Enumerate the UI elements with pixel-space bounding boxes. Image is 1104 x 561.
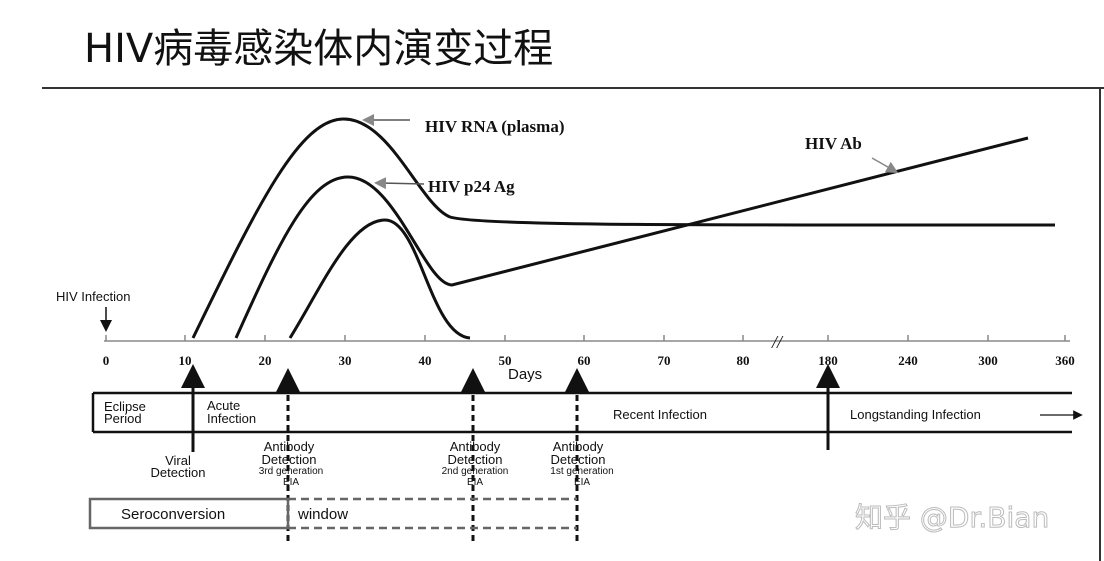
ab2-detection-label: Antibody Detection 2nd generation EIA [442, 439, 509, 488]
x-tick-label: 0 [103, 353, 110, 368]
p24-label: HIV p24 Ag [428, 177, 515, 196]
acute-infection-label: Acute Infection [207, 398, 256, 426]
p24-label-arrow [374, 177, 425, 190]
seroconversion-label: Seroconversion [121, 506, 225, 523]
seroconversion-box [88, 497, 290, 530]
x-tick-label: 360 [1055, 353, 1075, 368]
window-label: window [297, 506, 348, 523]
watermark: 知乎 @Dr.Bian [855, 501, 1049, 534]
axis-break-icon: // [771, 332, 784, 352]
x-axis-ticks: 0 10 20 30 40 50 60 70 80 180 240 300 360 [103, 335, 1075, 368]
eclipse-period-label: Eclipse Period [104, 399, 146, 426]
x-tick-label: 50 [499, 353, 512, 368]
page-title: HIV病毒感染体内演变过程 [84, 26, 553, 72]
x-tick-label: 40 [419, 353, 432, 368]
rna-curve [191, 117, 1056, 339]
ab3-detection-label: Antibody Detection 3rd generation EIA [259, 439, 324, 488]
x-tick-label: 20 [259, 353, 272, 368]
x-tick-label: 60 [578, 353, 591, 368]
ab1-detection-label: Antibody Detection 1st generation EIA [550, 439, 613, 488]
x-tick-label: 10 [179, 353, 192, 368]
viral-detection-label: Viral Detection [151, 453, 206, 480]
ab-label: HIV Ab [805, 134, 862, 153]
x-tick-label: 240 [898, 353, 918, 368]
x-tick-label: 70 [658, 353, 671, 368]
hiv-infection-label: HIV Infection [56, 289, 130, 304]
ab-label-arrow [871, 157, 899, 173]
x-tick-label: 30 [339, 353, 352, 368]
early-ab-curve [288, 218, 471, 340]
recent-infection-label: Recent Infection [613, 407, 707, 422]
rna-label: HIV RNA (plasma) [425, 117, 564, 136]
longstanding-infection-label: Longstanding Infection [850, 407, 981, 422]
x-axis-label: Days [508, 366, 542, 383]
x-tick-label: 300 [978, 353, 998, 368]
x-tick-label: 80 [737, 353, 750, 368]
p24-ab-curve [234, 136, 1029, 339]
x-tick-label: 180 [818, 353, 838, 368]
